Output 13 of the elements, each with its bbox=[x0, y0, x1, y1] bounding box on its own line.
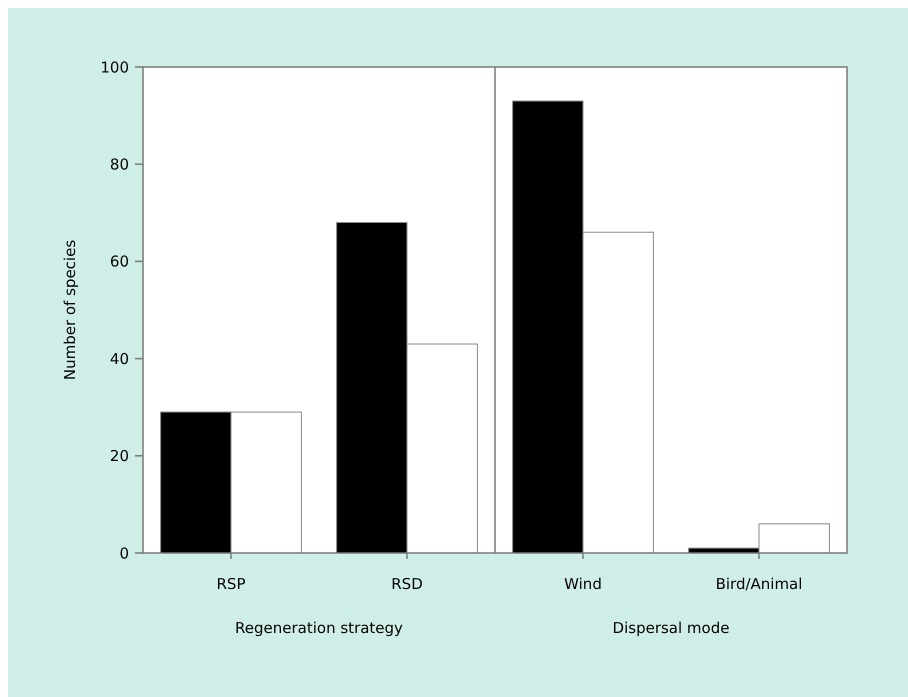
y-tick-label: 60 bbox=[110, 252, 129, 271]
x-tick-label: Wind bbox=[564, 575, 602, 593]
x-tick-label: RSD bbox=[391, 575, 423, 593]
text: Dispersal mode bbox=[612, 619, 730, 637]
x-tick-label: RSP bbox=[216, 575, 246, 593]
text: Regeneration strategy bbox=[235, 619, 404, 637]
y-tick-label: 0 bbox=[119, 544, 129, 562]
y-tick-label: 100 bbox=[100, 58, 129, 76]
y-tick-label: 80 bbox=[110, 155, 129, 174]
y-tick-label: 20 bbox=[110, 447, 129, 466]
y-tick-label: 40 bbox=[110, 350, 129, 368]
x-tick-label: Bird/Animal bbox=[716, 575, 802, 593]
y-axis-title: Number of species bbox=[61, 240, 79, 380]
